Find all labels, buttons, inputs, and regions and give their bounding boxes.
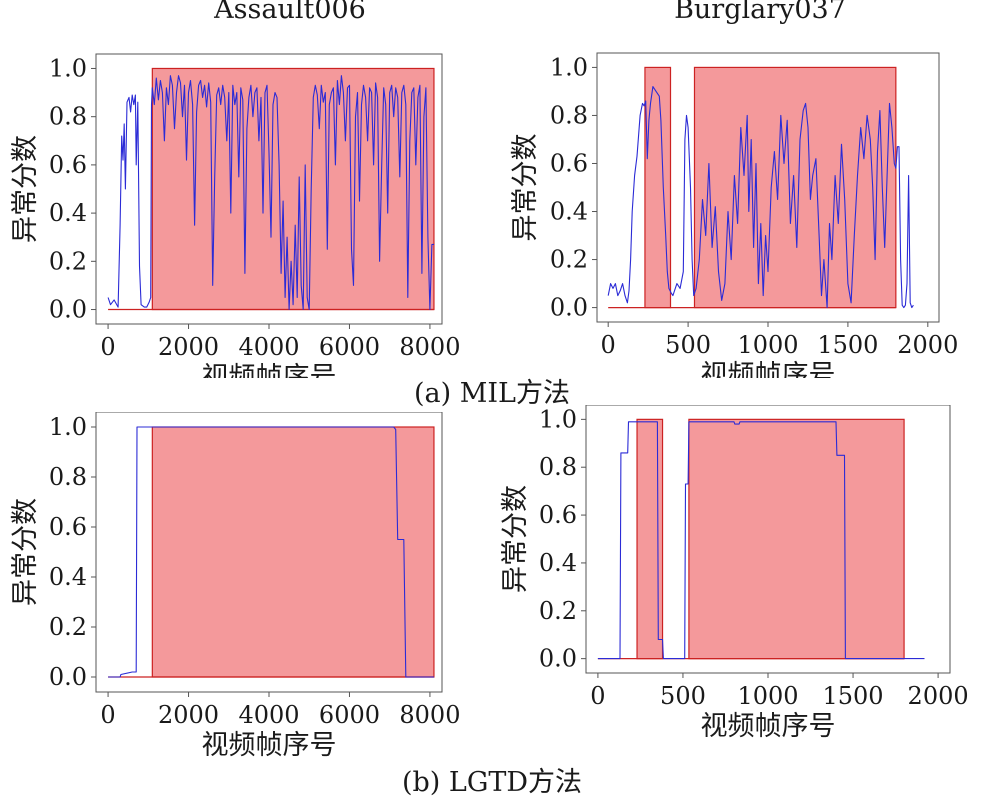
score-line-series-0 (597, 421, 925, 660)
y-tick-label: 0.8 (550, 101, 588, 129)
x-tick-label: 6000 (319, 333, 380, 361)
x-axis-label: 视频帧序号 (202, 730, 337, 757)
y-tick-label: 0.8 (539, 453, 577, 481)
y-tick-label: 1.0 (550, 53, 588, 81)
y-tick-label: 0.4 (550, 198, 588, 226)
y-tick-label: 0.2 (49, 247, 87, 275)
y-tick-label: 0.8 (49, 103, 87, 131)
x-tick-label: 1000 (737, 682, 798, 710)
chart-mil-burglary037: 0.0 0.2 0.4 0.6 0.8 1.0 0 500 1000 1500 2000 视频帧序号 异… (510, 52, 958, 378)
y-tick-label: 0.0 (550, 294, 588, 322)
x-tick-label: 1500 (817, 331, 878, 359)
y-tick-label: 1.0 (49, 413, 87, 441)
y-tick-label: 0.6 (550, 149, 588, 177)
x-axis-label: 视频帧序号 (701, 360, 836, 378)
caption-mil: (a) MIL方法 (414, 378, 570, 409)
x-tick-label: 1000 (737, 331, 798, 359)
x-tick-label: 500 (660, 682, 706, 710)
chart-title-assault006-mil: Assault006 (214, 0, 366, 25)
score-line-series-0 (607, 86, 914, 309)
y-tick-label: 0.2 (550, 246, 588, 274)
x-tick-label: 6000 (319, 701, 380, 729)
x-tick-label: 2000 (897, 331, 958, 359)
chart-title-burglary037-mil: Burglary037 (674, 0, 846, 25)
x-tick-label: 8000 (399, 701, 460, 729)
y-tick-label: 0.2 (49, 613, 87, 641)
caption-lgtd: (b) LGTD方法 (401, 767, 583, 798)
x-axis-label: 视频帧序号 (701, 711, 836, 742)
truth-interval-1 (688, 418, 905, 660)
y-tick-label: 0.4 (539, 549, 577, 577)
y-tick-label: 0.4 (49, 563, 87, 591)
y-axis-label: 异常分数 (10, 498, 41, 606)
x-axis-label: 视频帧序号 (202, 362, 337, 378)
truth-interval-0 (151, 67, 435, 311)
y-tick-label: 0.4 (49, 199, 87, 227)
y-axis-label: 异常分数 (510, 134, 541, 242)
x-tick-label: 8000 (399, 333, 460, 361)
x-tick-label: 0 (590, 682, 605, 710)
x-tick-label: 500 (665, 331, 711, 359)
x-tick-label: 4000 (238, 333, 299, 361)
x-tick-label: 0 (100, 333, 115, 361)
score-line-series-0 (108, 426, 434, 678)
y-tick-label: 1.0 (539, 405, 577, 433)
y-tick-label: 0.0 (49, 663, 87, 691)
score-line-series-0 (107, 75, 434, 311)
chart-lgtd-burglary037: 0.0 0.2 0.4 0.6 0.8 1.0 0 500 1000 1500 2000 视频帧序号 异… (500, 405, 969, 742)
x-tick-label: 0 (100, 701, 115, 729)
x-tick-label: 4000 (238, 701, 299, 729)
y-tick-label: 0.6 (49, 151, 87, 179)
y-axis-label: 异常分数 (500, 485, 531, 593)
y-tick-label: 0.6 (539, 501, 577, 529)
y-tick-label: 0.6 (49, 513, 87, 541)
x-tick-label: 2000 (908, 682, 969, 710)
y-tick-label: 0.0 (539, 645, 577, 673)
truth-interval-1 (693, 66, 897, 309)
chart-lgtd-assault006: 0.0 0.2 0.4 0.6 0.8 1.0 0 2000 4000 6000 8000 视频帧序号… (10, 412, 460, 757)
chart-mil-assault006: 0.0 0.2 0.4 0.6 0.8 1.0 0 2000 4000 6000 8000 视频帧序号… (10, 53, 460, 378)
y-axis-label: 异常分数 (10, 135, 41, 243)
truth-interval-0 (151, 426, 435, 678)
y-tick-label: 0.2 (539, 597, 577, 625)
y-tick-label: 1.0 (49, 54, 87, 82)
x-tick-label: 2000 (158, 333, 219, 361)
y-tick-label: 0.8 (49, 463, 87, 491)
truth-interval-0 (644, 66, 672, 309)
x-tick-label: 0 (601, 331, 616, 359)
x-tick-label: 2000 (158, 701, 219, 729)
y-tick-label: 0.0 (49, 296, 87, 324)
x-tick-label: 1500 (823, 682, 884, 710)
